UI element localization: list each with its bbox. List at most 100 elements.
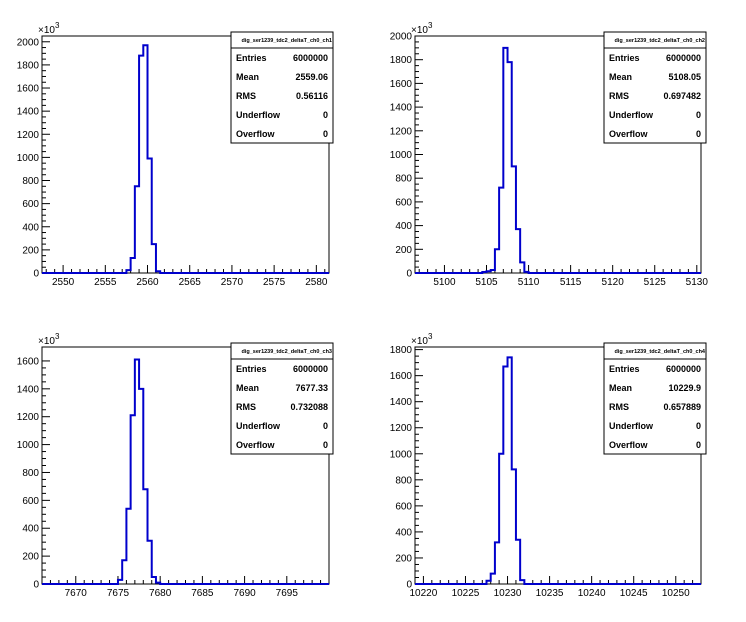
stats-value: 0.732088 [290,402,328,412]
stats-label: Overflow [609,129,649,139]
x-tick-label: 10245 [620,588,648,599]
y-tick-label: 200 [22,552,39,563]
y-tick-label: 200 [395,553,412,564]
histogram-bin [503,367,507,584]
x-tick-label: 7695 [276,588,299,599]
y-exponent-label: ×103 [411,21,433,36]
stats-box-frame [230,342,334,455]
histogram-bin [152,577,156,584]
stats-label: Mean [236,72,259,82]
x-tick-label: 10250 [662,588,690,599]
histogram-bin [139,56,143,273]
stats-box: dig_ser1239_tdc2_deltaT_ch0_ch2 Entries 60… [603,31,707,144]
stats-value: 10229.9 [668,383,701,393]
stats-label: Underflow [236,110,281,120]
y-tick-label: 400 [395,527,412,538]
stats-label: Entries [236,364,267,374]
histogram-bin [495,249,499,273]
x-tick-label: 2560 [136,277,159,288]
histogram-bin [148,541,152,584]
histogram-outline [415,46,701,274]
y-tick-label: 400 [22,524,39,535]
stats-value: 0 [696,421,701,431]
stats-box-frame [230,31,334,144]
stats-value: 0.697482 [663,91,701,101]
y-tick-label: 600 [22,199,39,210]
y-tick-label: 1800 [390,55,413,66]
y-tick-label: 1000 [390,150,413,161]
stats-box: dig_ser1239_tdc2_deltaT_ch0_ch1 Entries 60… [230,31,334,144]
x-tick-label: 7670 [65,588,88,599]
y-tick-label: 1600 [390,79,413,90]
y-tick-label: 1000 [17,153,40,164]
stats-title: dig_ser1239_tdc2_deltaT_ch0_ch2 [615,38,706,44]
histogram-bin [122,560,126,584]
stats-value: 6000000 [666,53,701,63]
histogram-outline [42,358,329,585]
histogram-bin [491,574,495,584]
y-tick-label: 0 [406,580,412,591]
x-tick-label: 7680 [149,588,172,599]
y-tick-label: 0 [33,580,39,591]
x-tick-label: 7685 [191,588,214,599]
y-tick-label: 800 [22,176,39,187]
y-tick-label: 1800 [390,345,413,356]
y-tick-label: 400 [22,222,39,233]
y-tick-label: 200 [395,245,412,256]
x-tick-label: 2555 [94,277,117,288]
stats-box-frame [603,31,707,144]
stats-value: 0 [696,110,701,120]
stats-value: 5108.05 [668,72,701,82]
stats-label: RMS [609,91,629,101]
x-tick-label: 10230 [494,588,522,599]
x-tick-label: 5115 [560,277,582,288]
histogram-bin [131,258,135,273]
stats-label: Mean [236,383,259,393]
stats-label: Mean [609,72,632,82]
stats-title: dig_ser1239_tdc2_deltaT_ch0_ch3 [242,349,333,355]
stats-box-frame [603,342,707,455]
x-tick-label: 10225 [452,588,480,599]
x-tick-label: 5100 [433,277,456,288]
histogram-bin [503,48,507,273]
y-tick-label: 1000 [17,440,40,451]
y-tick-label: 1600 [390,371,413,382]
y-tick-label: 800 [22,468,39,479]
x-tick-label: 7675 [107,588,130,599]
stats-value: 6000000 [293,364,328,374]
histogram-bin [508,357,512,584]
y-tick-label: 1400 [17,107,40,118]
y-tick-label: 2000 [390,32,413,43]
histogram-bin [135,360,139,584]
x-tick-label: 10240 [578,588,606,599]
y-tick-label: 1000 [390,449,413,460]
stats-label: Overflow [236,129,276,139]
y-tick-label: 600 [395,197,412,208]
y-tick-label: 200 [22,245,39,256]
stats-label: Overflow [609,440,649,450]
x-tick-label: 5130 [686,277,709,288]
y-exponent-label: ×103 [38,332,60,347]
stats-value: 0.56116 [296,91,328,101]
y-tick-label: 1200 [390,423,413,434]
x-tick-label: 10220 [410,588,438,599]
stats-value: 6000000 [666,364,701,374]
y-tick-label: 1400 [390,103,413,114]
stats-value: 6000000 [293,53,328,63]
histogram-bin [495,542,499,584]
histogram-bin [156,583,160,584]
y-tick-label: 0 [406,269,412,280]
y-tick-label: 1200 [17,412,40,423]
histogram-bin [156,271,160,273]
histogram-bin [152,244,156,273]
histogram-panel-1: 0 200 400 600 800 1000 1200 1400 1600 1800 2000 255… [17,21,334,288]
histogram-bin [512,166,516,273]
histogram-bin [143,45,147,273]
x-tick-label: 5105 [475,277,498,288]
stats-box: dig_ser1239_tdc2_deltaT_ch0_ch4 Entries 60… [603,342,707,455]
stats-title: dig_ser1239_tdc2_deltaT_ch0_ch4 [615,349,706,355]
x-tick-label: 5125 [644,277,667,288]
histogram-bin [139,389,143,584]
y-tick-label: 1200 [17,130,40,141]
